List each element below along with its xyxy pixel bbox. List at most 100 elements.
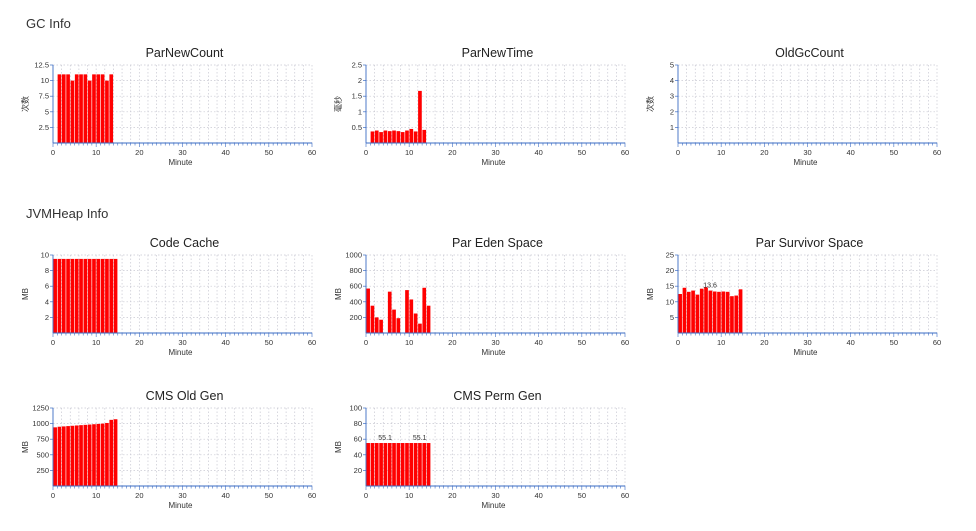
bar[interactable]	[370, 305, 375, 333]
bar[interactable]	[87, 258, 92, 333]
bar[interactable]	[396, 318, 401, 333]
bar[interactable]	[96, 74, 101, 143]
bar[interactable]	[691, 290, 695, 333]
bar[interactable]	[708, 290, 713, 333]
bar[interactable]	[413, 313, 418, 334]
bar[interactable]	[370, 131, 375, 143]
x-tick-label: 30	[178, 491, 186, 500]
bar[interactable]	[400, 443, 405, 486]
bar[interactable]	[405, 130, 409, 143]
bar[interactable]	[678, 294, 682, 333]
bar[interactable]	[74, 425, 79, 486]
bar[interactable]	[717, 291, 721, 333]
bar[interactable]	[79, 258, 83, 333]
bar[interactable]	[383, 443, 388, 486]
bar[interactable]	[418, 443, 422, 486]
bar[interactable]	[83, 258, 88, 333]
bar[interactable]	[113, 419, 118, 486]
bar[interactable]	[79, 74, 83, 143]
bar[interactable]	[413, 131, 418, 143]
bar[interactable]	[57, 426, 62, 486]
bar[interactable]	[695, 294, 700, 333]
bar[interactable]	[379, 319, 383, 333]
bar[interactable]	[57, 258, 62, 333]
bar[interactable]	[374, 317, 379, 333]
bar[interactable]	[61, 426, 66, 486]
bar[interactable]	[409, 128, 414, 143]
bar[interactable]	[70, 425, 75, 486]
bar[interactable]	[53, 258, 57, 333]
bar[interactable]	[405, 443, 409, 486]
bar[interactable]	[87, 424, 92, 486]
bar[interactable]	[109, 74, 114, 143]
bar[interactable]	[61, 74, 66, 143]
bar[interactable]	[92, 74, 96, 143]
bar[interactable]	[83, 74, 88, 143]
bar[interactable]	[730, 296, 734, 333]
bar[interactable]	[109, 258, 114, 333]
bar[interactable]	[66, 74, 70, 143]
bar[interactable]	[87, 80, 92, 143]
bar[interactable]	[366, 288, 370, 333]
bar[interactable]	[721, 291, 726, 333]
bar[interactable]	[392, 309, 396, 333]
bar[interactable]	[422, 287, 427, 333]
bar[interactable]	[366, 443, 370, 486]
bar[interactable]	[387, 443, 392, 486]
bar[interactable]	[413, 443, 418, 486]
bar[interactable]	[70, 258, 75, 333]
bar[interactable]	[409, 299, 414, 333]
bar[interactable]	[379, 443, 383, 486]
bar[interactable]	[379, 132, 383, 143]
bar[interactable]	[422, 129, 427, 143]
bar[interactable]	[383, 130, 388, 143]
bar[interactable]	[392, 130, 396, 143]
bar[interactable]	[686, 291, 691, 333]
bar[interactable]	[426, 443, 431, 486]
bar[interactable]	[400, 132, 405, 143]
bar[interactable]	[105, 422, 109, 486]
bar[interactable]	[387, 291, 392, 333]
bar[interactable]	[725, 291, 730, 333]
bar[interactable]	[96, 423, 101, 486]
bar[interactable]	[396, 443, 401, 486]
bar[interactable]	[66, 426, 70, 486]
bar[interactable]	[66, 258, 70, 333]
bar[interactable]	[704, 287, 708, 333]
bar[interactable]	[105, 258, 109, 333]
bar[interactable]	[682, 287, 687, 333]
bar[interactable]	[83, 424, 88, 486]
bar[interactable]	[374, 443, 379, 486]
bar[interactable]	[113, 258, 118, 333]
bar[interactable]	[422, 443, 427, 486]
bar[interactable]	[57, 74, 62, 143]
bar[interactable]	[738, 289, 743, 333]
bar[interactable]	[387, 131, 392, 143]
bar[interactable]	[734, 295, 739, 333]
bar[interactable]	[92, 424, 96, 486]
bar[interactable]	[699, 288, 704, 333]
bar[interactable]	[70, 80, 75, 143]
bar[interactable]	[92, 258, 96, 333]
bar[interactable]	[53, 427, 57, 486]
bar[interactable]	[109, 419, 114, 486]
bar[interactable]	[370, 443, 375, 486]
bar[interactable]	[74, 258, 79, 333]
bar[interactable]	[396, 131, 401, 143]
bar[interactable]	[426, 305, 431, 333]
bar[interactable]	[100, 258, 105, 333]
bar[interactable]	[100, 423, 105, 486]
bar[interactable]	[96, 258, 101, 333]
bar[interactable]	[392, 443, 396, 486]
bar[interactable]	[74, 74, 79, 143]
bar[interactable]	[405, 290, 409, 333]
bar[interactable]	[418, 90, 422, 143]
bar[interactable]	[61, 258, 66, 333]
bar[interactable]	[105, 80, 109, 143]
bar[interactable]	[79, 425, 83, 486]
bar[interactable]	[100, 74, 105, 143]
bar[interactable]	[374, 130, 379, 143]
bar[interactable]	[409, 443, 414, 486]
bar[interactable]	[418, 323, 422, 333]
bar[interactable]	[712, 291, 717, 333]
